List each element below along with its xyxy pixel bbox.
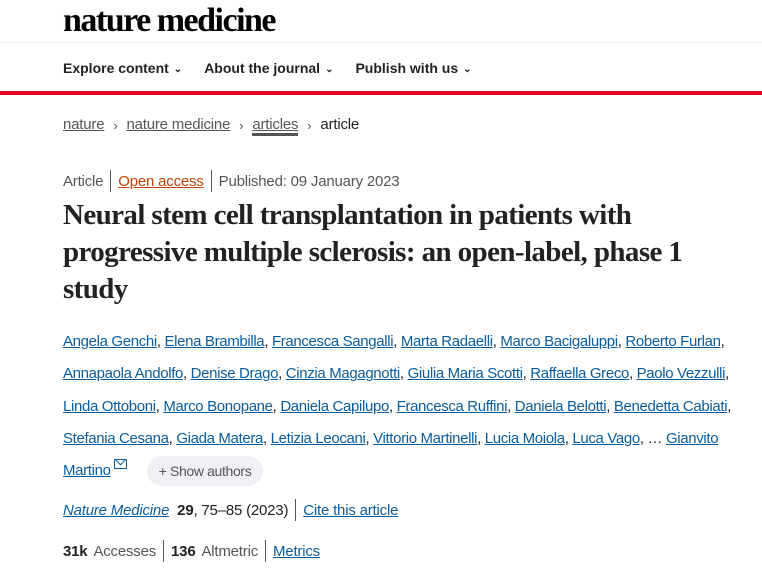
author-link[interactable]: Benedetta Cabiati xyxy=(613,397,728,415)
email-icon[interactable] xyxy=(113,459,127,470)
nav-label: Publish with us xyxy=(355,60,459,76)
altmetric-label: Altmetric xyxy=(201,542,259,560)
author-link[interactable]: Cinzia Magagnotti xyxy=(285,365,400,383)
author-link[interactable]: Vittorio Martinelli xyxy=(373,429,478,447)
author-link[interactable]: Giada Matera xyxy=(176,429,263,447)
chevron-down-icon: ⌄ xyxy=(173,64,183,75)
author-link[interactable]: Francesca Ruffini xyxy=(396,397,508,415)
author-link[interactable]: Letizia Leocani xyxy=(270,429,366,447)
author-link[interactable]: Annapaola Andolfo xyxy=(63,365,183,383)
breadcrumb-articles[interactable]: articles xyxy=(252,116,298,136)
divider xyxy=(163,540,165,562)
author-link[interactable]: Roberto Furlan xyxy=(625,333,721,350)
chevron-down-icon: ⌄ xyxy=(325,64,334,75)
citation: Nature Medicine 29, 75–85 (2023) Cite th… xyxy=(63,499,398,521)
metrics-link[interactable]: Metrics xyxy=(273,542,320,560)
breadcrumb: nature › nature medicine › articles › artic… xyxy=(63,116,359,136)
nav-publish-with-us[interactable]: Publish with us ⌄ xyxy=(355,60,471,76)
accent-bar xyxy=(0,91,762,95)
author-link[interactable]: Stefania Cesana xyxy=(63,429,169,447)
chevron-right-icon: › xyxy=(307,118,312,133)
nav-label: Explore content xyxy=(63,60,169,76)
article-meta: Article Open access Published: 09 Januar… xyxy=(63,170,400,192)
journal-logo[interactable]: nature medicine xyxy=(63,2,277,39)
divider xyxy=(265,540,267,562)
divider xyxy=(0,42,762,43)
author-link[interactable]: Marco Bacigaluppi xyxy=(500,333,618,350)
altmetric-count: 136 xyxy=(171,542,196,560)
author-link[interactable]: Giulia Maria Scotti xyxy=(407,365,523,383)
nav-about-journal[interactable]: About the journal ⌄ xyxy=(204,60,333,76)
chevron-right-icon: › xyxy=(239,118,244,133)
divider xyxy=(110,170,112,192)
published-date: Published: 09 January 2023 xyxy=(218,172,400,190)
cite-this-article-link[interactable]: Cite this article xyxy=(303,501,399,519)
article-type: Article xyxy=(63,172,104,190)
author-link[interactable]: Daniela Belotti xyxy=(514,397,607,415)
breadcrumb-current: article xyxy=(320,116,360,133)
pages: , 75–85 (2023) xyxy=(193,501,289,519)
breadcrumb-nature-medicine[interactable]: nature medicine xyxy=(126,116,231,133)
author-link[interactable]: Denise Drago xyxy=(190,365,279,383)
author-link[interactable]: Marta Radaelli xyxy=(400,333,493,350)
chevron-right-icon: › xyxy=(113,118,118,133)
journal-link[interactable]: Nature Medicine xyxy=(63,501,170,519)
divider xyxy=(295,499,297,521)
article-stats: 31k Accesses 136 Altmetric Metrics xyxy=(63,540,320,562)
show-authors-button[interactable]: + Show authors xyxy=(146,456,264,487)
nav-explore-content[interactable]: Explore content ⌄ xyxy=(63,60,182,76)
author-list: Angela Genchi, Elena Brambilla, Francesc… xyxy=(63,326,753,487)
author-ellipsis: … xyxy=(647,429,663,447)
author-link[interactable]: Gianvito Martino xyxy=(63,429,719,480)
open-access-link[interactable]: Open access xyxy=(118,172,204,190)
main-nav: Explore content ⌄ About the journal ⌄ Publ… xyxy=(63,60,472,76)
nav-label: About the journal xyxy=(204,60,321,76)
breadcrumb-nature[interactable]: nature xyxy=(63,116,105,133)
accesses-count: 31k xyxy=(63,542,88,560)
author-link[interactable]: Marco Bonopane xyxy=(163,397,273,415)
author-link[interactable]: Elena Brambilla xyxy=(164,333,265,350)
volume: 29 xyxy=(177,501,194,519)
author-link[interactable]: Angela Genchi xyxy=(63,333,157,350)
author-link[interactable]: Linda Ottoboni xyxy=(63,397,156,415)
accesses-label: Accesses xyxy=(93,542,157,560)
author-link[interactable]: Francesca Sangalli xyxy=(271,333,394,350)
author-link[interactable]: Luca Vago xyxy=(572,429,640,447)
author-link[interactable]: Lucia Moiola xyxy=(484,429,565,447)
author-link[interactable]: Raffaella Greco xyxy=(530,365,629,383)
chevron-down-icon: ⌄ xyxy=(463,64,472,75)
author-link[interactable]: Paolo Vezzulli xyxy=(636,365,726,383)
show-authors-label: Show authors xyxy=(169,463,252,480)
author-link[interactable]: Daniela Capilupo xyxy=(280,397,389,415)
article-title: Neural stem cell transplantation in pati… xyxy=(63,199,683,305)
divider xyxy=(210,170,212,192)
